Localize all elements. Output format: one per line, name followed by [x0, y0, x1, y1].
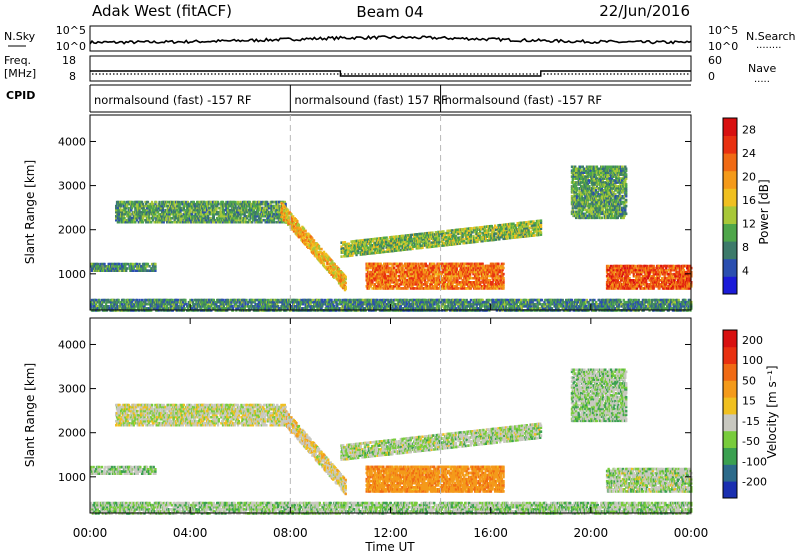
- echo-cell: [184, 299, 186, 302]
- beam-title: Beam 04: [356, 3, 423, 21]
- echo-cell: [541, 299, 543, 302]
- freq-label-bottom: [MHz]: [4, 67, 36, 80]
- echo-cell: [345, 276, 347, 279]
- nave-legend: .....: [754, 74, 770, 85]
- echo-cell: [323, 263, 325, 266]
- echo-cell: [305, 230, 307, 233]
- echo-cell: [589, 299, 591, 302]
- echo-cell: [340, 255, 342, 258]
- nsky-trace: [90, 36, 691, 44]
- freq-frame: [90, 56, 691, 81]
- cpid-segment-label: normalsound (fast) -157 RF: [94, 93, 251, 107]
- echo-cell: [488, 299, 490, 302]
- freq-panel: Freq. [MHz] 18 8 60 0 Nave .....: [4, 54, 776, 85]
- nsky-tick-bottom: 10^0: [56, 40, 86, 53]
- echo-cell: [320, 248, 322, 251]
- freq-label-top: Freq.: [4, 54, 31, 67]
- echo-cell: [296, 220, 298, 223]
- echo-cell: [126, 267, 128, 270]
- echo-cell: [184, 307, 186, 310]
- nave-tick-top: 60: [708, 54, 722, 67]
- echo-cell: [470, 299, 472, 302]
- echo-cell: [155, 201, 157, 204]
- freq-tick-bottom: 8: [69, 70, 76, 83]
- cpid-label: CPID: [6, 89, 35, 102]
- echo-cell: [313, 239, 315, 242]
- nsearch-tick-bottom: 10^0: [708, 40, 738, 53]
- echo-cell: [345, 282, 347, 285]
- echo-cell: [520, 299, 522, 302]
- echo-cell: [171, 221, 173, 224]
- freq-tick-top: 18: [62, 54, 76, 67]
- echo-cell: [298, 224, 300, 227]
- nsky-panel: N.Sky 10^5 10^0 10^5 10^0 N.Search .....…: [4, 24, 796, 53]
- echo-cell: [345, 286, 347, 289]
- nsky-tick-top: 10^5: [56, 24, 86, 37]
- echo-cell: [318, 245, 320, 248]
- echo-cell: [123, 299, 125, 302]
- nave-tick-bottom: 0: [708, 70, 715, 83]
- echo-cell: [350, 299, 352, 302]
- cpid-segment-label: normalsound (fast) -157 RF: [445, 93, 602, 107]
- echo-cell: [118, 299, 120, 302]
- cpid-segment-label: normalsound (fast) 157 RF: [294, 93, 447, 107]
- nsky-label: N.Sky: [4, 30, 36, 43]
- echo-cell: [158, 201, 160, 204]
- date-title: 22/Jun/2016: [599, 2, 690, 20]
- nsearch-legend: ........: [756, 40, 781, 51]
- echo-cell: [154, 263, 156, 266]
- echo-cell: [132, 263, 134, 266]
- station-title: Adak West (fitACF): [92, 2, 232, 20]
- nsearch-tick-top: 10^5: [708, 24, 738, 37]
